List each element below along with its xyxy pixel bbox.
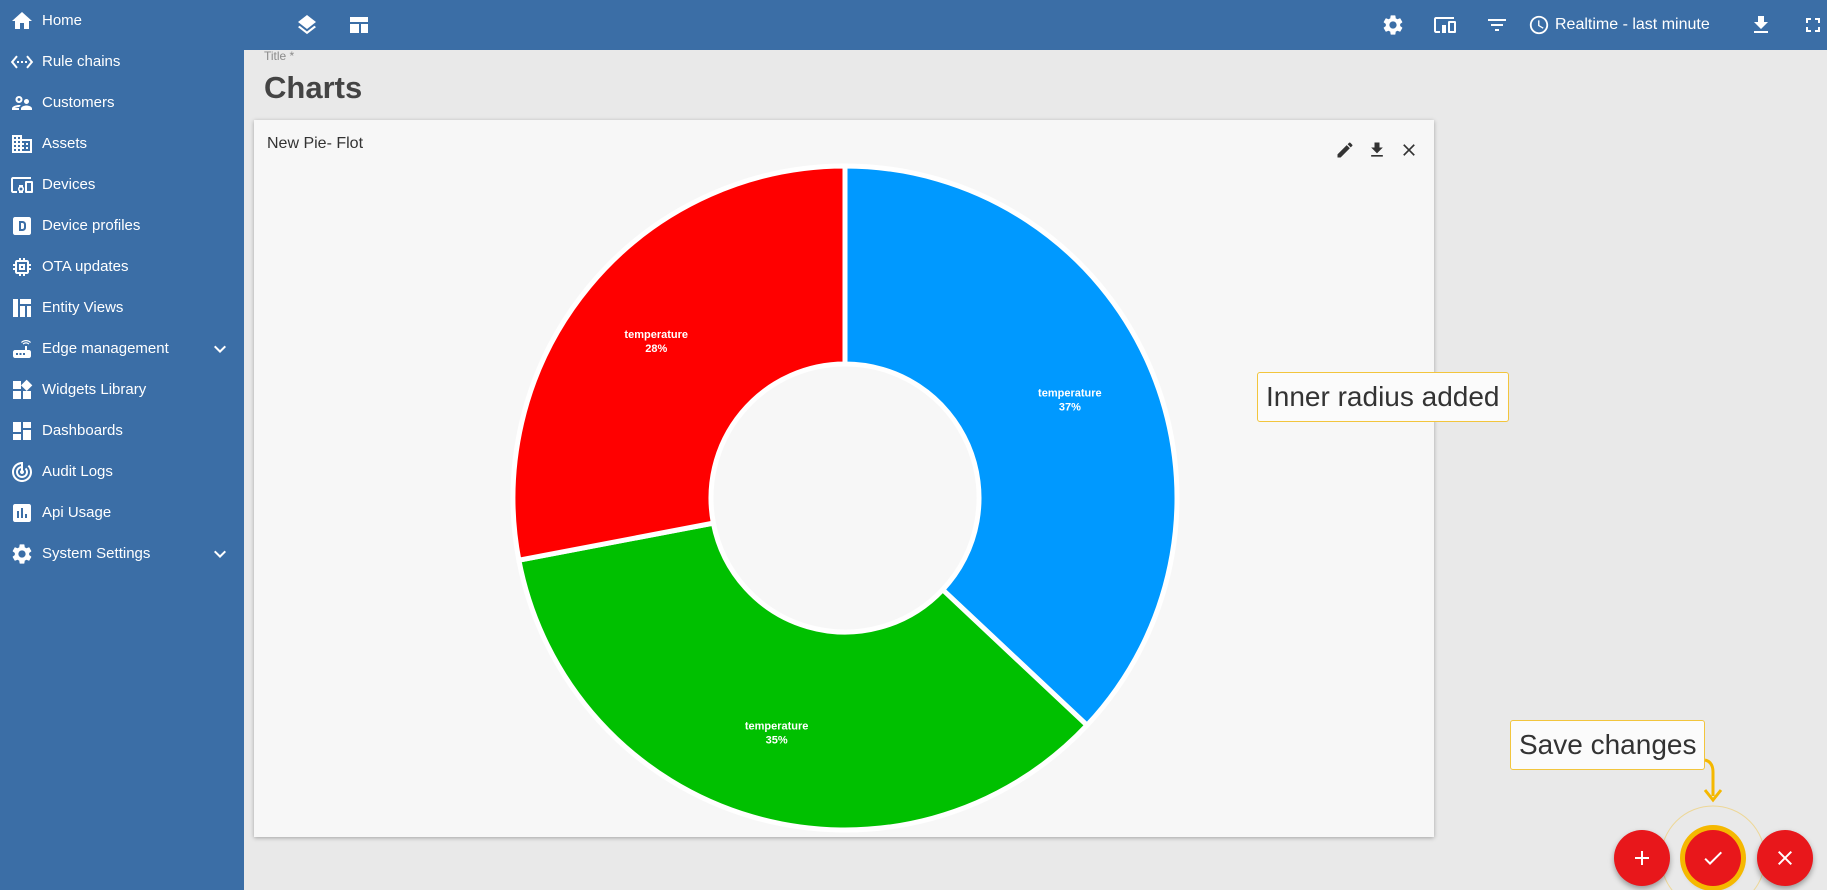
pie-slice[interactable]	[842, 163, 1180, 729]
title-field-label: Title *	[264, 49, 295, 63]
timewindow-selector[interactable]: Realtime - last minute	[1528, 13, 1710, 37]
sidebar-item-label: Dashboards	[42, 422, 123, 439]
sidebar-item-audit-logs[interactable]: Audit Logs	[0, 451, 244, 492]
router-icon	[10, 337, 34, 361]
sidebar-item-label: System Settings	[42, 545, 151, 562]
sidebar-item-label: Rule chains	[42, 53, 121, 70]
pie-chart-widget[interactable]: New Pie- Flot temperature 37% temperature 3…	[254, 120, 1434, 837]
sidebar-item-api-usage[interactable]: Api Usage	[0, 492, 244, 533]
domain-icon	[10, 132, 34, 156]
download-icon[interactable]	[1749, 13, 1773, 37]
pie-slice[interactable]	[510, 163, 848, 564]
donut-chart: temperature 37% temperature 35% temperature 2…	[510, 163, 1180, 833]
sidebar-item-home[interactable]: Home	[0, 0, 244, 41]
devices-icon[interactable]	[1433, 13, 1457, 37]
sidebar-item-label: Api Usage	[42, 504, 112, 521]
pie-slice[interactable]	[515, 520, 1091, 833]
settings-ethernet-icon	[10, 50, 34, 74]
web-layout-icon[interactable]	[347, 13, 371, 37]
edit-icon[interactable]	[1335, 140, 1355, 160]
sidebar-item-label: OTA updates	[42, 258, 129, 275]
slice-percent-label: 35%	[766, 734, 788, 746]
settings-icon[interactable]	[1381, 13, 1405, 37]
widgets-icon	[10, 378, 34, 402]
slice-percent-label: 37%	[1059, 402, 1081, 414]
sidebar-item-label: Widgets Library	[42, 381, 147, 398]
device-profile-icon	[10, 214, 34, 238]
save-button[interactable]	[1685, 830, 1741, 886]
view-quilt-icon	[10, 296, 34, 320]
slice-percent-label: 28%	[645, 343, 667, 355]
cancel-button[interactable]	[1757, 830, 1813, 886]
sidebar-item-ota-updates[interactable]: OTA updates	[0, 246, 244, 287]
settings-icon	[10, 542, 34, 566]
sidebar-item-devices[interactable]: Devices	[0, 164, 244, 205]
track-changes-icon	[10, 460, 34, 484]
sidebar-item-label: Edge management	[42, 340, 169, 357]
plus-icon	[1635, 851, 1649, 865]
chevron-down-icon	[208, 337, 232, 361]
sidebar-item-label: Home	[42, 12, 83, 29]
sidebar-item-dashboards[interactable]: Dashboards	[0, 410, 244, 451]
insert-chart-icon	[10, 501, 34, 525]
sidebar-item-system-settings[interactable]: System Settings	[0, 533, 244, 574]
dashboards-icon	[10, 419, 34, 443]
sidebar-item-device-profiles[interactable]: Device profiles	[0, 205, 244, 246]
sidebar-item-label: Audit Logs	[42, 463, 113, 480]
close-icon[interactable]	[1399, 140, 1419, 160]
dashboard-title[interactable]: Charts	[264, 70, 363, 105]
sidebar-item-entity-views[interactable]: Entity Views	[0, 287, 244, 328]
sidebar-item-rule-chains[interactable]: Rule chains	[0, 41, 244, 82]
chevron-down-icon	[208, 542, 232, 566]
sidebar-item-edge-management[interactable]: Edge management	[0, 328, 244, 369]
download-icon[interactable]	[1367, 140, 1387, 160]
sidebar-item-label: Devices	[42, 176, 96, 193]
sidebar-item-customers[interactable]: Customers	[0, 82, 244, 123]
sidebar-item-label: Entity Views	[42, 299, 124, 316]
close-icon	[1778, 851, 1792, 865]
devices-other-icon	[10, 173, 34, 197]
slice-label: temperature	[624, 329, 688, 341]
clock-icon	[1529, 15, 1549, 35]
home-icon	[10, 9, 34, 33]
sidebar-item-label: Device profiles	[42, 217, 141, 234]
sidebar-item-widgets-library[interactable]: Widgets Library	[0, 369, 244, 410]
top-toolbar: Realtime - last minute	[244, 0, 1827, 50]
sidebar-item-label: Assets	[42, 135, 88, 152]
add-widget-button[interactable]	[1614, 830, 1670, 886]
sidebar-item-label: Customers	[42, 94, 115, 111]
sidebar: Home Rule chains Customers Assets Device…	[0, 0, 244, 890]
annotation-save-changes: Save changes	[1510, 720, 1706, 770]
sidebar-item-assets[interactable]: Assets	[0, 123, 244, 164]
layers-icon[interactable]	[295, 13, 319, 37]
slice-label: temperature	[1038, 388, 1102, 400]
fullscreen-icon[interactable]	[1801, 13, 1825, 37]
slice-label: temperature	[745, 720, 809, 732]
supervisor-account-icon	[10, 91, 34, 115]
memory-icon	[10, 255, 34, 279]
widget-title: New Pie- Flot	[267, 135, 364, 152]
filter-icon[interactable]	[1485, 13, 1509, 37]
timewindow-label: Realtime - last minute	[1555, 16, 1710, 33]
check-icon	[1704, 851, 1722, 865]
annotation-inner-radius: Inner radius added	[1257, 372, 1509, 422]
